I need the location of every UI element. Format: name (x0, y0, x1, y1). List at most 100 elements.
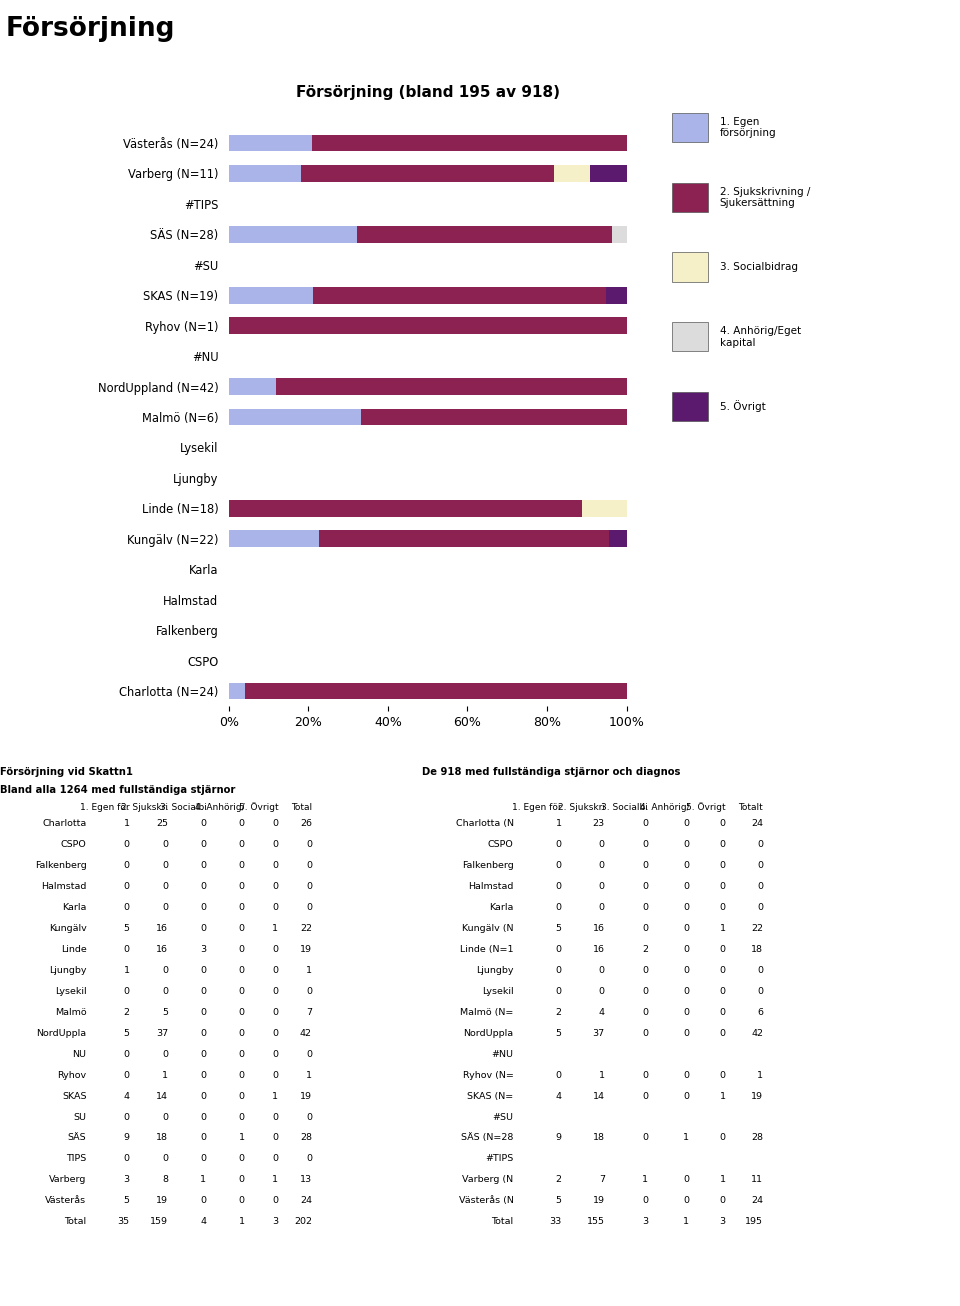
Text: 22: 22 (751, 925, 763, 932)
Bar (672, 252, 708, 282)
Text: 0: 0 (239, 882, 245, 891)
Text: 42: 42 (751, 1029, 763, 1038)
Text: 0: 0 (684, 1196, 689, 1205)
Text: 0: 0 (273, 1196, 278, 1205)
Text: 159: 159 (150, 1217, 168, 1226)
Text: 4. Anhörig/: 4. Anhörig/ (195, 803, 245, 811)
Text: 0: 0 (124, 1113, 130, 1122)
Bar (228, 409, 627, 426)
Text: 5: 5 (124, 1196, 130, 1205)
Text: 0: 0 (642, 1196, 648, 1205)
Text: 0: 0 (720, 946, 726, 953)
Bar (320, 530, 609, 547)
Text: 2: 2 (642, 946, 648, 953)
Text: 0: 0 (239, 861, 245, 870)
Text: 16: 16 (592, 946, 605, 953)
Text: 0: 0 (239, 1092, 245, 1101)
Bar (228, 530, 627, 547)
Text: 0: 0 (642, 1008, 648, 1017)
Bar (583, 500, 627, 517)
Bar (357, 226, 612, 243)
Text: 1: 1 (124, 819, 130, 828)
Text: 1: 1 (201, 1175, 206, 1185)
Text: NordUppla: NordUppla (36, 1029, 86, 1038)
Text: #NU: #NU (492, 1050, 514, 1059)
Text: 0: 0 (201, 1196, 206, 1205)
Text: 0: 0 (684, 946, 689, 953)
Text: 195: 195 (745, 1217, 763, 1226)
Text: #TIPS: #TIPS (486, 1155, 514, 1164)
Text: 0: 0 (599, 882, 605, 891)
Bar (228, 135, 627, 151)
Text: 0: 0 (684, 987, 689, 996)
Text: 25: 25 (156, 819, 168, 828)
Text: 0: 0 (684, 1175, 689, 1185)
Text: SÄS: SÄS (68, 1134, 86, 1143)
Text: 0: 0 (201, 840, 206, 849)
Text: 0: 0 (306, 902, 312, 912)
Bar (228, 135, 312, 151)
Text: 1: 1 (306, 966, 312, 974)
Text: 0: 0 (124, 946, 130, 953)
Bar (228, 165, 627, 182)
Text: 0: 0 (556, 987, 562, 996)
Text: SÄS (N=28: SÄS (N=28 (461, 1134, 514, 1143)
Text: 19: 19 (300, 946, 312, 953)
Text: 3: 3 (642, 1217, 648, 1226)
Text: Försörjning vid Skattn1: Försörjning vid Skattn1 (0, 767, 133, 777)
Text: 14: 14 (592, 1092, 605, 1101)
Text: 0: 0 (239, 1008, 245, 1017)
Text: 0: 0 (273, 882, 278, 891)
Text: 1: 1 (642, 1175, 648, 1185)
Text: 0: 0 (201, 882, 206, 891)
Text: Karla: Karla (490, 902, 514, 912)
Text: 14: 14 (156, 1092, 168, 1101)
Text: 0: 0 (306, 1113, 312, 1122)
Text: 0: 0 (162, 966, 168, 974)
Text: 0: 0 (556, 861, 562, 870)
Text: 5: 5 (124, 1029, 130, 1038)
Text: 0: 0 (201, 1134, 206, 1143)
Bar (228, 409, 361, 426)
Text: 0: 0 (642, 882, 648, 891)
Text: 0: 0 (306, 861, 312, 870)
Text: 33: 33 (549, 1217, 562, 1226)
Text: 0: 0 (599, 966, 605, 974)
Bar (228, 226, 627, 243)
Text: Malmö: Malmö (55, 1008, 86, 1017)
Text: 0: 0 (720, 1008, 726, 1017)
Text: 0: 0 (273, 902, 278, 912)
Text: 0: 0 (124, 840, 130, 849)
Text: 4: 4 (124, 1092, 130, 1101)
Text: 0: 0 (273, 966, 278, 974)
Text: 3: 3 (124, 1175, 130, 1185)
Text: 2: 2 (124, 1008, 130, 1017)
Text: 155: 155 (587, 1217, 605, 1226)
Text: 0: 0 (273, 1113, 278, 1122)
Bar (228, 287, 627, 303)
Text: 0: 0 (239, 925, 245, 932)
Text: 1: 1 (124, 966, 130, 974)
Text: Total: Total (291, 803, 312, 811)
Text: 0: 0 (201, 1050, 206, 1059)
Text: 0: 0 (239, 946, 245, 953)
Text: 4: 4 (599, 1008, 605, 1017)
Text: 0: 0 (239, 1113, 245, 1122)
Text: 28: 28 (300, 1134, 312, 1143)
Bar (554, 165, 590, 182)
Text: Linde (N=1: Linde (N=1 (460, 946, 514, 953)
Text: 0: 0 (599, 840, 605, 849)
Text: 0: 0 (239, 1050, 245, 1059)
Text: 0: 0 (720, 819, 726, 828)
Text: 0: 0 (201, 925, 206, 932)
Text: 0: 0 (273, 1134, 278, 1143)
Text: 0: 0 (642, 1134, 648, 1143)
Text: 0: 0 (273, 987, 278, 996)
Text: 0: 0 (684, 819, 689, 828)
Text: 0: 0 (684, 861, 689, 870)
Text: 1: 1 (684, 1217, 689, 1226)
Text: SKAS: SKAS (61, 1092, 86, 1101)
Text: 0: 0 (162, 1155, 168, 1164)
Text: 0: 0 (201, 987, 206, 996)
Text: 0: 0 (642, 902, 648, 912)
